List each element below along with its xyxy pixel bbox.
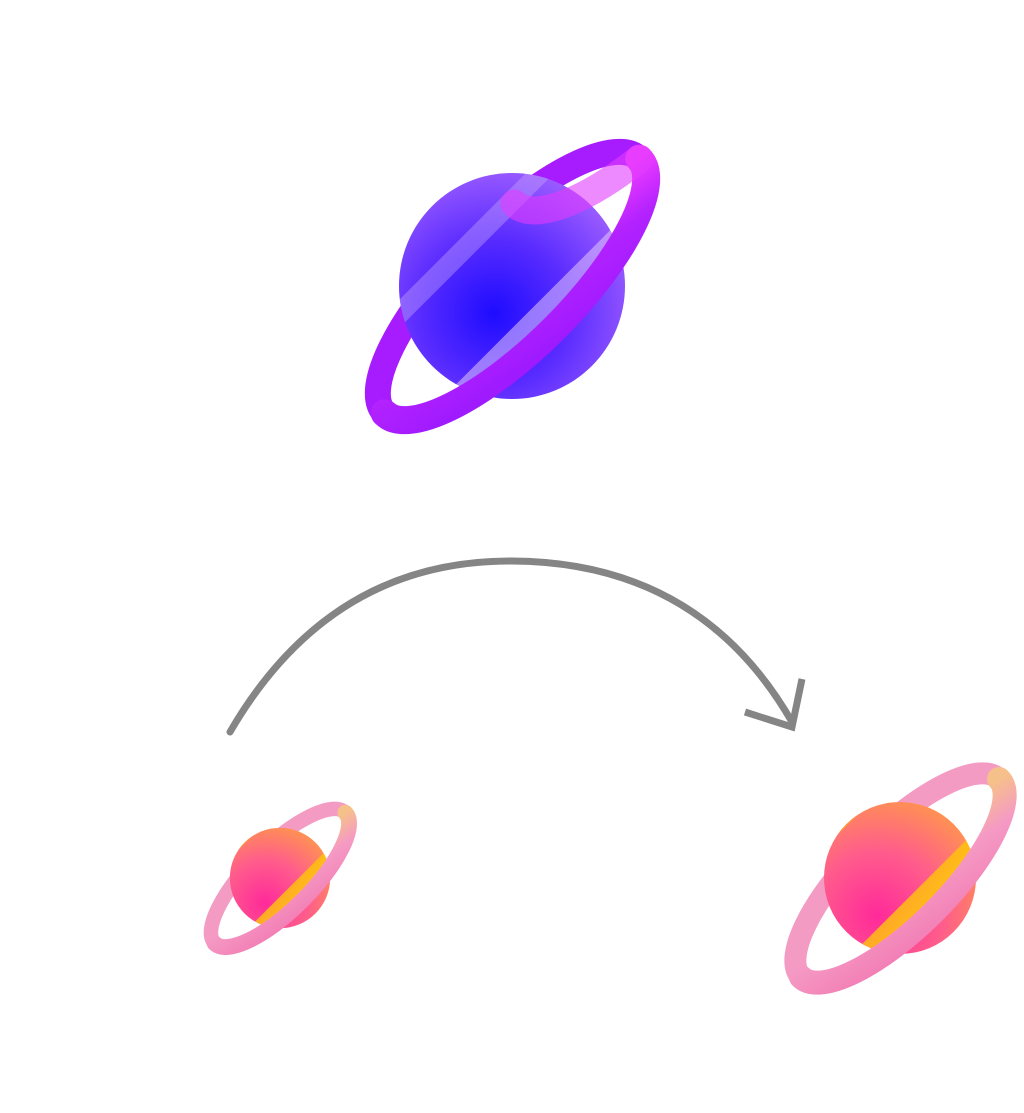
arrow-arc	[226, 557, 796, 736]
large-planet-ring-front	[370, 144, 661, 435]
arrow-head-icon	[743, 678, 806, 732]
medium-planet-target-icon	[784, 762, 1017, 995]
transition-arrow	[226, 557, 806, 736]
large-planet-icon	[364, 138, 661, 435]
small-planet-source-icon	[203, 801, 357, 955]
large-planet-body	[399, 173, 625, 399]
